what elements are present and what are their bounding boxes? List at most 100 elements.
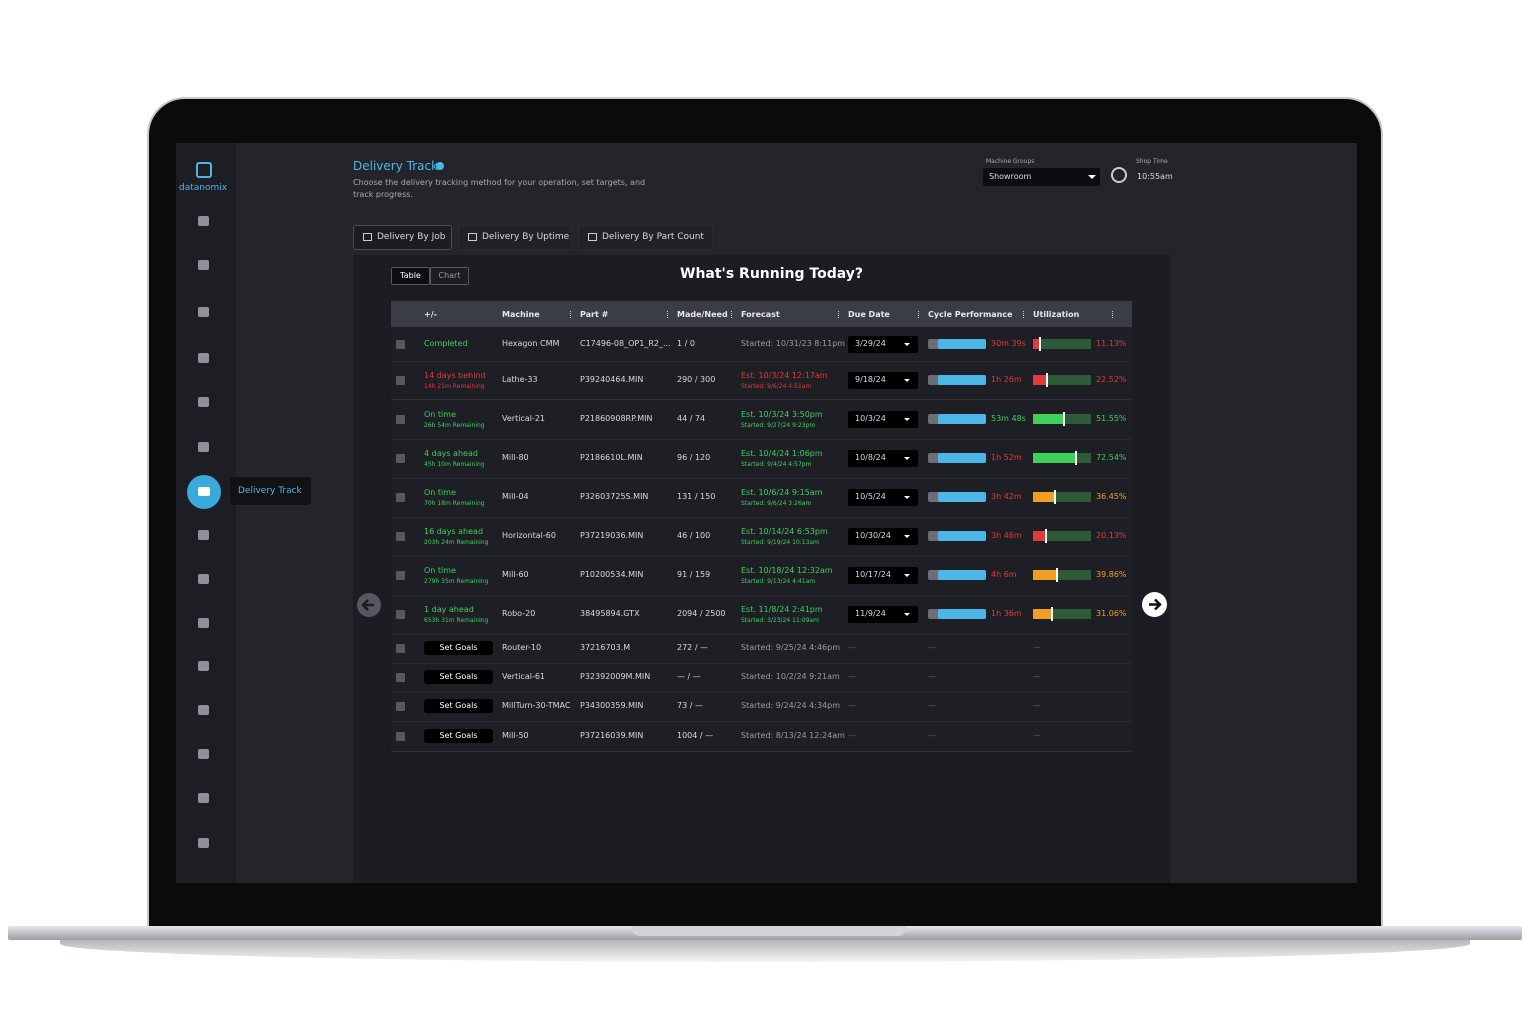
nav-icon[interactable] [198,705,209,715]
utilization-bar [1033,453,1076,463]
cycle-bar [938,609,986,619]
tab[interactable] [578,225,713,250]
utilization-bar-bg [1033,609,1091,619]
due-date: — [848,701,856,710]
utilization-marker [1046,373,1049,387]
part-number: P32603725S.MIN [580,492,649,501]
part-number: P21860908RP.MIN [580,414,653,423]
expand-button[interactable] [396,454,405,463]
made-need: 2094 / 2500 [677,609,726,618]
nav-icon[interactable] [198,307,209,317]
nav-icon[interactable] [198,661,209,671]
status: 4 days ahead [424,449,478,458]
row-bg [391,516,1132,556]
due-date-select[interactable] [848,489,918,506]
column-header: Part # [580,310,609,319]
nav-icon[interactable] [198,749,209,759]
expand-button[interactable] [396,376,405,385]
row-bg [391,633,1132,663]
expand-button[interactable] [396,571,405,580]
nav-icon[interactable] [198,397,209,407]
forecast-started: Started: 9/6/24 3:26am [741,500,812,507]
utilization-marker [1056,568,1059,582]
expand-button[interactable] [396,702,405,711]
next-arrow[interactable] [1141,591,1168,618]
cycle-time: 1h 52m [991,453,1022,462]
made-need: 1004 / — [677,731,714,740]
set-goals-button[interactable] [424,641,493,655]
forecast-started: Started: 9/4/24 4:57pm [741,461,812,468]
sort-icon [1023,311,1028,318]
expand-button[interactable] [396,732,405,741]
made-need: 131 / 150 [677,492,716,501]
row-bg [391,662,1132,692]
column-header: Made/Need [677,310,728,319]
due-date-select[interactable] [848,336,918,353]
cycle-time: — [928,701,936,710]
expand-button[interactable] [396,644,405,653]
due-date-select[interactable] [848,372,918,389]
panel-title: What's Running Today? [680,266,863,282]
utilization: 22.52% [1096,375,1127,384]
nav-icon[interactable] [198,353,209,363]
cycle-bar [938,531,986,541]
set-goals-button[interactable] [424,699,493,713]
nav-icon[interactable] [198,442,209,452]
expand-button[interactable] [396,673,405,682]
expand-button[interactable] [396,493,405,502]
set-goals-button[interactable] [424,670,493,684]
due-date: — [848,672,856,681]
utilization-bar [1033,375,1047,385]
forecast: Started: 9/25/24 4:46pm [741,643,840,652]
tab[interactable] [458,225,572,250]
due-date-select[interactable] [848,567,918,584]
expand-button[interactable] [396,340,405,349]
due-date-select[interactable] [848,606,918,623]
expand-button[interactable] [396,610,405,619]
machine: Vertical-61 [502,672,546,681]
nav-icon[interactable] [198,216,209,226]
forecast: Est. 10/3/24 12:17am [741,371,828,380]
status-remaining: 26h 54m Remaining [424,422,485,429]
utilization: — [1033,672,1041,681]
view-toggle[interactable] [430,267,469,285]
nav-icon[interactable] [198,260,209,270]
made-need: 272 / — [677,643,709,652]
shop-time-value: 10:55am [1137,172,1173,181]
info-dot [436,162,444,170]
machine-groups-select[interactable] [983,168,1100,186]
due-date-select[interactable] [848,528,918,545]
tooltip: Delivery Track [230,477,311,505]
tab[interactable] [353,225,452,250]
utilization-bar [1033,609,1051,619]
column-header: +/- [424,310,437,319]
nav-icon[interactable] [198,574,209,584]
utilization-bar [1033,492,1055,502]
prev-arrow[interactable] [356,592,382,618]
view-toggle[interactable] [391,267,430,285]
made-need: 46 / 100 [677,531,711,540]
nav-icon[interactable] [198,793,209,803]
utilization: 31.06% [1096,609,1127,618]
utilization-marker [1075,451,1078,465]
due-date: — [848,643,856,652]
select-caret [904,418,910,424]
nav-icon[interactable] [198,530,209,540]
expand-button[interactable] [396,415,405,424]
expand-button[interactable] [396,532,405,541]
row-divider [391,720,1132,722]
cycle-bar [938,492,986,502]
due-date-select[interactable] [848,411,918,428]
due-date-select[interactable] [848,450,918,467]
cycle-time: 53m 48s [991,414,1026,423]
set-goals-button[interactable] [424,729,493,743]
row-bg [391,691,1132,721]
nav-icon[interactable] [198,838,209,848]
part-number: 38495894.GTX [580,609,640,618]
nav-icon[interactable] [198,618,209,628]
part-number: P32392009M.MIN [580,672,651,681]
row-bg [391,438,1132,478]
table-header [391,301,1132,327]
machine: Mill-04 [502,492,529,501]
sort-icon [838,311,843,318]
